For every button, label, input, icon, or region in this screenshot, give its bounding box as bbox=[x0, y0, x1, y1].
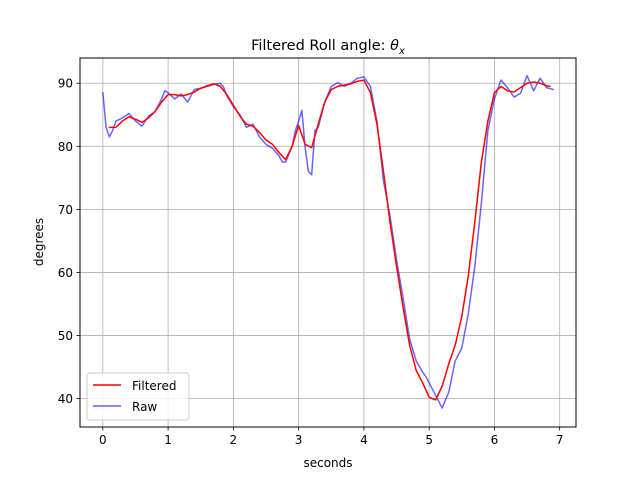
series-lines bbox=[102, 74, 554, 409]
raw-series-line bbox=[102, 74, 554, 409]
y-tick-label: 60 bbox=[58, 266, 73, 280]
x-axis-label: seconds bbox=[303, 456, 352, 470]
x-tick-label: 0 bbox=[99, 433, 107, 447]
chart-title-text: Filtered Roll angle: bbox=[251, 38, 390, 54]
y-tick-label: 80 bbox=[58, 140, 73, 154]
x-tick-label: 3 bbox=[295, 433, 303, 447]
y-tick-label: 40 bbox=[58, 392, 73, 406]
legend-raw-label: Raw bbox=[132, 400, 157, 414]
x-tick-label: 2 bbox=[230, 433, 238, 447]
chart-title-symbol: θ bbox=[390, 38, 399, 54]
chart-title: Filtered Roll angle: θx bbox=[251, 38, 405, 57]
x-tick-label: 6 bbox=[491, 433, 499, 447]
y-tick-label: 50 bbox=[58, 329, 73, 343]
x-tick-label: 1 bbox=[164, 433, 172, 447]
chart-title-subscript: x bbox=[398, 46, 405, 57]
legend-filtered-label: Filtered bbox=[132, 379, 176, 393]
x-tick-label: 5 bbox=[425, 433, 433, 447]
y-tick-label: 70 bbox=[58, 203, 73, 217]
y-axis-label: degrees bbox=[32, 218, 46, 266]
x-tick-label: 4 bbox=[360, 433, 368, 447]
plot-frame bbox=[79, 57, 577, 428]
filtered-series-line bbox=[108, 79, 551, 401]
axis-ticks: 0 1 2 3 4 5 6 7 40 50 60 70 80 90 bbox=[58, 77, 564, 447]
legend: Filtered Raw bbox=[86, 372, 190, 421]
y-tick-label: 90 bbox=[58, 77, 73, 91]
x-tick-label: 7 bbox=[556, 433, 564, 447]
